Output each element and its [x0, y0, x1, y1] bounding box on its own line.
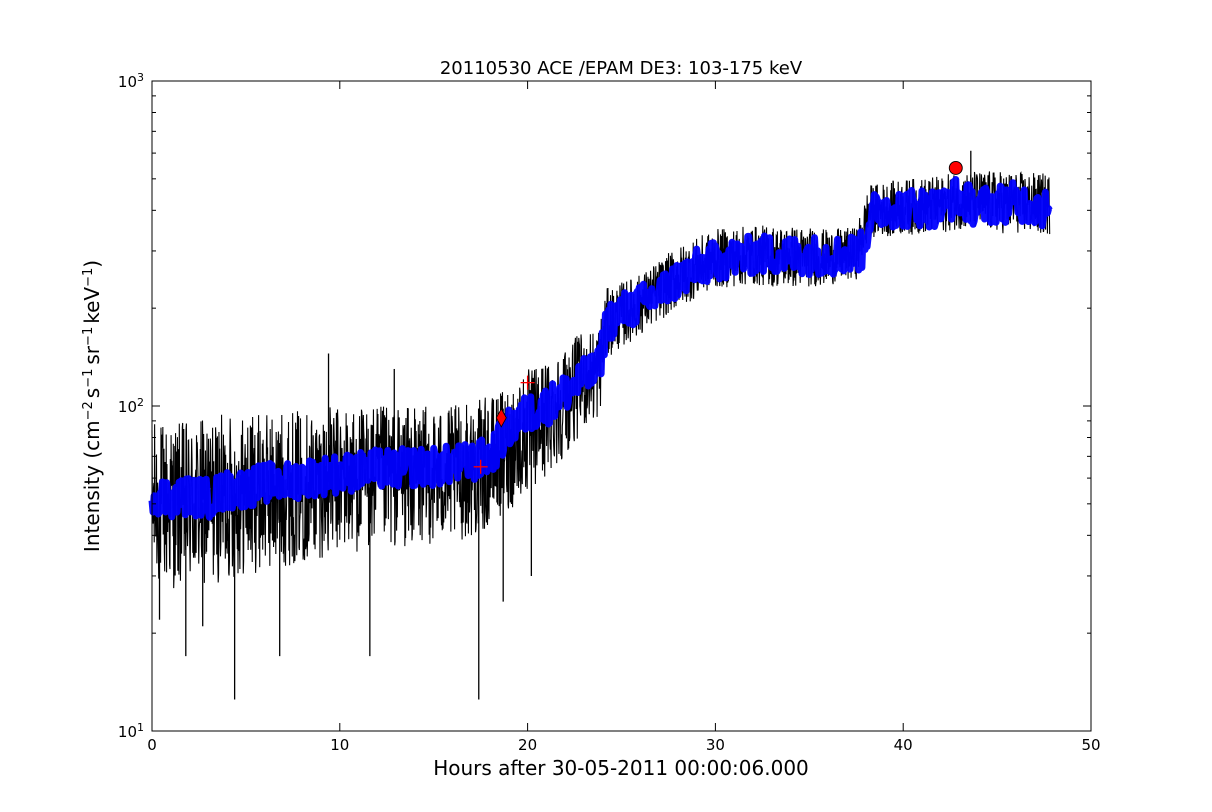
y-tick-label: 102	[118, 396, 144, 417]
y-tick-label: 101	[118, 721, 144, 742]
plus-marker	[520, 375, 535, 390]
x-tick-label: 40	[894, 736, 913, 754]
y-axis-label-exp-4: −1	[81, 268, 96, 287]
y-axis-label-exp-1: −2	[81, 401, 96, 420]
event-markers	[473, 161, 963, 474]
plot-area	[148, 80, 1092, 732]
x-axis-label: Hours after 30-05-2011 00:00:06.000	[433, 756, 809, 780]
y-axis-label: Intensity (cm−2s−1sr−1keV−1)	[80, 260, 104, 552]
plot-background	[152, 81, 1091, 731]
x-tick-label: 20	[518, 736, 537, 754]
x-tick-label: 30	[706, 736, 725, 754]
y-axis-label-exp-3: −1	[81, 327, 96, 346]
smoothed-series	[148, 176, 1053, 521]
plus-marker	[473, 459, 488, 474]
circle-marker	[948, 161, 963, 175]
y-axis-label-suffix: )	[80, 260, 104, 268]
y-tick-label: 103	[118, 71, 144, 92]
y-axis-label-exp-2: −1	[81, 369, 96, 388]
smoothed-series-line	[148, 176, 1053, 521]
x-tick-label: 50	[1081, 736, 1100, 754]
y-axis: 101 102 103	[118, 71, 1091, 742]
x-tick-label: 0	[147, 736, 157, 754]
y-axis-label-part-s: s	[80, 388, 104, 398]
y-axis-label-prefix: Intensity (cm	[80, 420, 104, 552]
y-axis-label-part-kev: keV	[80, 287, 104, 324]
x-axis: 0 10 20 30 40 50	[147, 81, 1101, 754]
x-tick-label: 10	[330, 736, 349, 754]
y-axis-label-part-sr: sr	[80, 345, 104, 364]
chart-title: 20110530 ACE /EPAM DE3: 103-175 keV	[440, 58, 803, 79]
diamond-marker	[495, 407, 507, 428]
